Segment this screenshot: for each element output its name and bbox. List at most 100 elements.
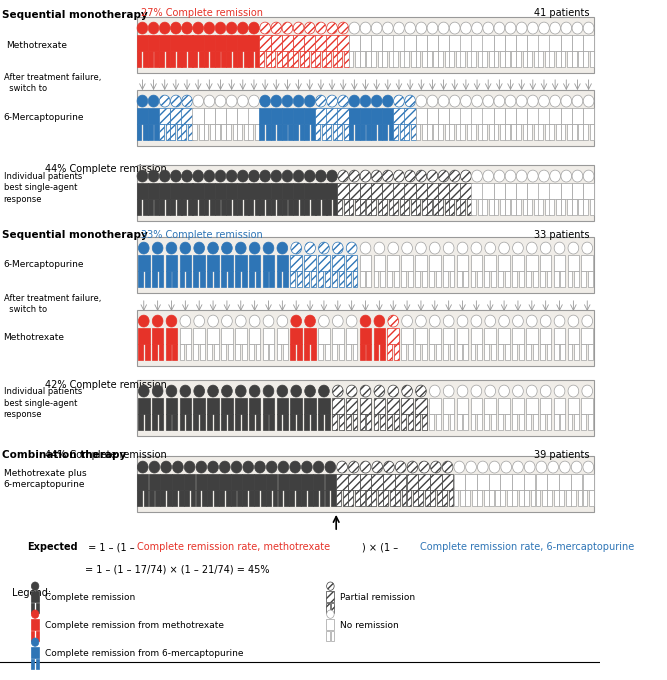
Bar: [203, 124, 208, 139]
Bar: [560, 271, 566, 287]
Bar: [235, 414, 240, 430]
Bar: [137, 490, 142, 506]
Bar: [207, 345, 212, 360]
Bar: [366, 345, 372, 360]
Bar: [512, 52, 516, 67]
Bar: [380, 414, 385, 430]
Bar: [498, 345, 503, 360]
Circle shape: [159, 22, 170, 34]
Bar: [366, 124, 372, 139]
Bar: [482, 183, 494, 199]
Bar: [512, 490, 517, 506]
Bar: [297, 414, 302, 430]
Bar: [467, 124, 472, 139]
Circle shape: [231, 461, 242, 473]
Bar: [360, 414, 365, 430]
Bar: [427, 124, 432, 139]
Bar: [422, 414, 427, 430]
Bar: [235, 271, 240, 287]
Circle shape: [571, 461, 582, 473]
Bar: [366, 490, 372, 506]
Bar: [237, 124, 242, 139]
Bar: [460, 199, 465, 215]
Circle shape: [416, 315, 426, 327]
Bar: [466, 474, 477, 490]
Circle shape: [438, 170, 449, 182]
Bar: [273, 490, 277, 506]
Bar: [496, 490, 500, 506]
Bar: [464, 414, 468, 430]
Bar: [422, 271, 427, 287]
Bar: [395, 490, 400, 506]
Bar: [348, 474, 360, 490]
Circle shape: [483, 170, 494, 182]
Circle shape: [561, 170, 572, 182]
Bar: [484, 490, 488, 506]
Bar: [360, 345, 365, 360]
Circle shape: [319, 315, 329, 327]
Circle shape: [152, 315, 163, 327]
Bar: [400, 199, 405, 215]
Text: = 1 – (1 –: = 1 – (1 –: [85, 542, 137, 552]
Bar: [36, 658, 39, 669]
Bar: [221, 255, 233, 271]
Bar: [137, 183, 148, 199]
Bar: [408, 345, 413, 360]
Bar: [333, 199, 338, 215]
Circle shape: [382, 22, 393, 34]
Text: 41 patients: 41 patients: [534, 8, 590, 18]
Circle shape: [159, 170, 170, 182]
Bar: [311, 345, 316, 360]
Bar: [137, 310, 594, 366]
Bar: [214, 490, 219, 506]
Bar: [338, 124, 342, 139]
Circle shape: [568, 242, 579, 254]
Circle shape: [540, 315, 551, 327]
Circle shape: [430, 242, 440, 254]
Circle shape: [442, 461, 453, 473]
Bar: [526, 414, 531, 430]
Circle shape: [293, 170, 304, 182]
Bar: [149, 490, 153, 506]
Circle shape: [194, 242, 205, 254]
Bar: [301, 490, 306, 506]
Bar: [498, 271, 503, 287]
Circle shape: [419, 461, 430, 473]
Bar: [443, 414, 448, 430]
Circle shape: [430, 315, 440, 327]
Bar: [533, 345, 538, 360]
Bar: [165, 398, 177, 414]
Bar: [326, 591, 334, 602]
Bar: [505, 124, 510, 139]
Bar: [248, 124, 253, 139]
Circle shape: [193, 95, 203, 107]
Bar: [411, 124, 416, 139]
Bar: [349, 124, 354, 139]
Bar: [293, 124, 297, 139]
Text: Legend:: Legend:: [12, 588, 51, 598]
Bar: [568, 328, 579, 344]
Bar: [207, 255, 219, 271]
Bar: [568, 255, 579, 271]
Bar: [221, 124, 226, 139]
Bar: [560, 199, 566, 215]
Circle shape: [430, 461, 442, 473]
Bar: [137, 474, 149, 490]
Bar: [221, 328, 233, 344]
Bar: [471, 328, 482, 344]
Circle shape: [271, 22, 281, 34]
Bar: [494, 52, 498, 67]
Bar: [325, 414, 329, 430]
Bar: [249, 398, 260, 414]
Bar: [422, 124, 427, 139]
Bar: [226, 52, 231, 67]
Text: 6-Mercaptopurine: 6-Mercaptopurine: [3, 260, 84, 269]
Bar: [315, 124, 320, 139]
Bar: [550, 35, 561, 51]
Circle shape: [360, 315, 371, 327]
Bar: [371, 199, 376, 215]
Bar: [505, 107, 516, 124]
Bar: [331, 630, 334, 641]
Bar: [281, 199, 287, 215]
Bar: [193, 255, 205, 271]
